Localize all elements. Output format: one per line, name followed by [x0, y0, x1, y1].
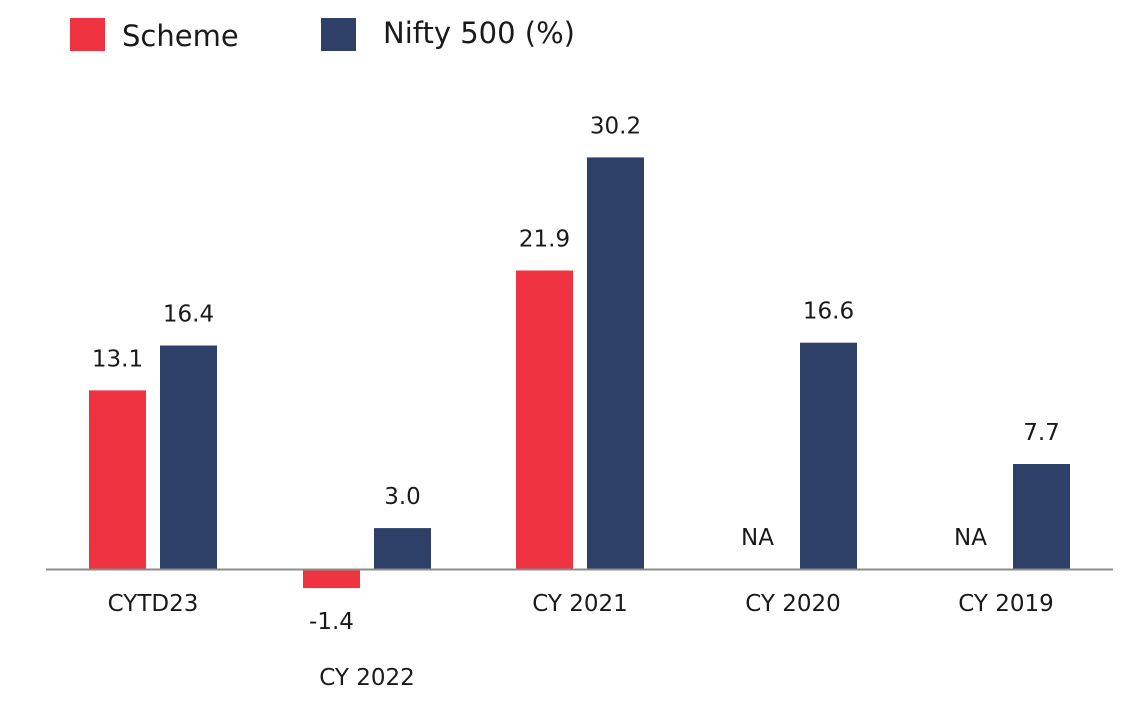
bar-nifty-0: [160, 345, 217, 569]
category-label-1: CY 2022: [319, 665, 415, 691]
value-label-scheme-4: NA: [954, 525, 987, 551]
legend-swatch-nifty: [321, 18, 356, 51]
category-label-2: CY 2021: [532, 591, 628, 617]
category-labels-group: CYTD23 CY 2022 CY 2021 CY 2020 CY 2019: [108, 591, 1054, 691]
bars-group: [89, 157, 1070, 589]
value-label-nifty-2: 30.2: [590, 113, 641, 139]
value-label-scheme-3: NA: [741, 525, 774, 551]
value-label-nifty-4: 7.7: [1023, 420, 1060, 446]
value-label-scheme-2: 21.9: [519, 227, 570, 253]
bar-nifty-1: [374, 528, 431, 569]
category-label-4: CY 2019: [958, 591, 1054, 617]
bar-nifty-2: [587, 157, 644, 569]
legend-label-nifty: Nifty 500 (%): [383, 16, 575, 50]
bar-scheme-0: [89, 390, 146, 569]
legend: Scheme Nifty 500 (%): [70, 16, 575, 53]
category-label-3: CY 2020: [745, 591, 841, 617]
bar-nifty-3: [800, 342, 857, 569]
bar-nifty-4: [1013, 464, 1070, 569]
value-label-nifty-1: 3.0: [384, 484, 421, 510]
bar-scheme-2: [516, 270, 573, 569]
value-label-nifty-3: 16.6: [803, 299, 854, 325]
value-label-scheme-1: -1.4: [309, 609, 354, 635]
legend-swatch-scheme: [70, 18, 105, 51]
value-label-nifty-0: 16.4: [163, 302, 214, 328]
category-label-0: CYTD23: [108, 591, 199, 617]
legend-label-scheme: Scheme: [122, 19, 239, 53]
value-labels-group: 13.1 -1.4 21.9 NA NA 16.4 3.0 30.2 16.6 7.7: [92, 113, 1060, 635]
bar-scheme-1: [303, 569, 360, 589]
value-label-scheme-0: 13.1: [92, 346, 143, 372]
